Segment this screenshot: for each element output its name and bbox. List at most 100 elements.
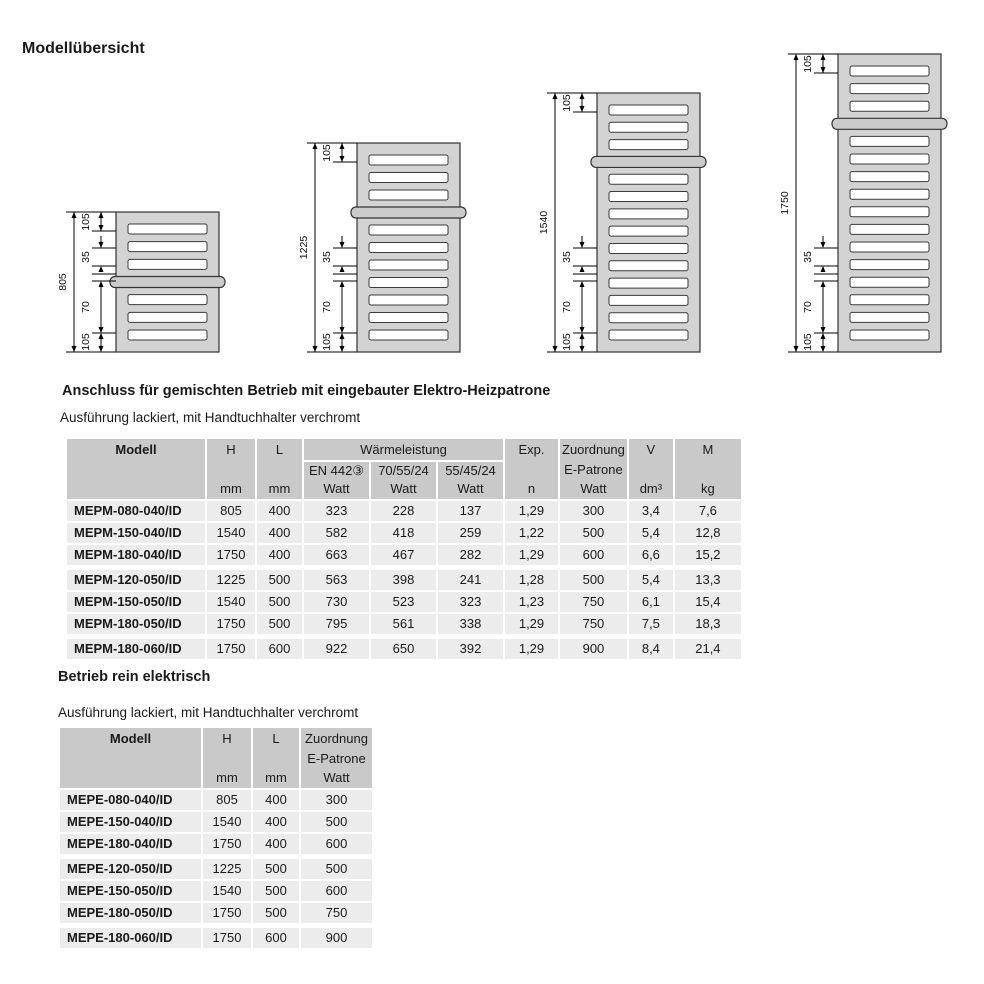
header-label: V (646, 442, 656, 457)
value-cell: 282 (438, 545, 503, 565)
value-cell: 805 (203, 790, 251, 810)
value-cell: 300 (301, 790, 372, 810)
value-cell: 1225 (207, 567, 255, 590)
table-row: MEPM-080-040/ID 805 400 323 228 137 1,29 300 3,4… (67, 501, 741, 521)
value-cell: 900 (301, 925, 372, 948)
value-cell: 400 (253, 790, 299, 810)
value-cell: 750 (560, 592, 627, 612)
towel-bar (831, 117, 948, 130)
dimension-label: 35 (802, 251, 814, 263)
value-cell: 398 (371, 567, 436, 590)
table-row: MEPE-180-050/ID 1750 500 750 (60, 903, 372, 923)
table-row: MEPM-180-040/ID 1750 400 663 467 282 1,29 600 6,… (67, 545, 741, 565)
radiator-diagram-1750: 1750 105 35 70 105 (779, 53, 948, 353)
value-cell: 137 (438, 501, 503, 521)
header-label: L (275, 442, 284, 457)
radiator-slat (849, 329, 930, 341)
value-cell: 1750 (207, 545, 255, 565)
header-unit: Watt (580, 481, 607, 496)
col-header-modell: Modell (67, 439, 205, 499)
radiator-slat (608, 242, 689, 254)
radiator-slat (608, 260, 689, 272)
value-cell: 400 (253, 834, 299, 854)
radiator-slat (608, 294, 689, 306)
value-cell: 663 (304, 545, 369, 565)
dimension-label: 70 (321, 301, 333, 313)
model-cell: MEPE-120-050/ID (60, 856, 201, 879)
radiator-slat (849, 241, 930, 253)
value-cell: 1750 (203, 903, 251, 923)
value-cell: 500 (560, 523, 627, 543)
radiator-slat (849, 171, 930, 183)
model-cell: MEPE-180-050/ID (60, 903, 201, 923)
value-cell: 7,5 (628, 614, 673, 634)
value-cell: 600 (301, 834, 372, 854)
value-cell: 750 (301, 903, 372, 923)
value-cell: 6,1 (628, 592, 673, 612)
value-cell: 900 (560, 636, 627, 659)
value-cell: 12,8 (674, 523, 741, 543)
dimension-label: 70 (80, 301, 92, 313)
radiator-slat (849, 223, 930, 235)
col-header-zuordnung: Zuordnung E-Patrone Watt (301, 728, 372, 788)
value-cell: 500 (560, 567, 627, 590)
value-cell: 1750 (203, 925, 251, 948)
dimension-label: 805 (57, 273, 69, 291)
value-cell: 500 (257, 614, 302, 634)
header-unit: mm (265, 770, 287, 785)
radiator-slat (368, 259, 449, 271)
header-label: H (222, 731, 232, 746)
header-label: Wärmeleistung (304, 439, 503, 460)
dimension-label: 105 (80, 213, 92, 231)
radiator-slat (608, 208, 689, 220)
radiator-slat (608, 121, 689, 133)
radiator-body (837, 53, 942, 353)
value-cell: 15,4 (674, 592, 741, 612)
radiator-slat (368, 329, 449, 341)
value-cell: 21,4 (674, 636, 741, 659)
towel-bar (109, 275, 226, 289)
value-cell: 1,29 (505, 501, 558, 521)
radiator-slat (849, 294, 930, 306)
value-cell: 500 (301, 812, 372, 832)
value-cell: 600 (560, 545, 627, 565)
header-label: Exp. (518, 442, 545, 457)
header-label: E-Patrone (307, 750, 366, 766)
header-label: Modell (115, 442, 157, 457)
electric-table-body: MEPE-080-040/ID 805 400 300 MEPE-150-040/ID 1… (60, 790, 372, 948)
towel-bar (590, 155, 707, 169)
value-cell: 805 (207, 501, 255, 521)
value-cell: 5,4 (628, 567, 673, 590)
value-cell: 500 (253, 856, 299, 879)
dimension-label: 35 (561, 251, 573, 263)
value-cell: 338 (438, 614, 503, 634)
table-row: MEPM-150-050/ID 1540 500 730 523 323 1,23 750 6,… (67, 592, 741, 612)
value-cell: 500 (301, 856, 372, 879)
model-cell: MEPM-180-060/ID (67, 636, 205, 659)
value-cell: 400 (257, 501, 302, 521)
radiator-diagrams: 805 105 35 70 105 1225 105 35 70 105 1540 105 35 70 10… (57, 53, 948, 353)
value-cell: 1540 (207, 523, 255, 543)
header-label: Zuordnung (562, 442, 625, 457)
value-cell: 795 (304, 614, 369, 634)
radiator-slat (127, 223, 208, 235)
dimension-label: 70 (561, 301, 573, 313)
col-header-705524: 70/55/24 Watt (371, 462, 436, 499)
radiator-slat (127, 294, 208, 306)
section-heading-mixed: Anschluss für gemischten Betrieb mit ein… (62, 383, 551, 399)
table-row: MEPM-120-050/ID 1225 500 563 398 241 1,28 500 5,… (67, 567, 741, 590)
value-cell: 1,29 (505, 636, 558, 659)
value-cell: 467 (371, 545, 436, 565)
header-label: E-Patrone (564, 461, 623, 477)
value-cell: 18,3 (674, 614, 741, 634)
col-header-en442: EN 442③ Watt (304, 462, 369, 499)
radiator-slat (368, 189, 449, 201)
value-cell: 650 (371, 636, 436, 659)
dimension-label: 35 (321, 251, 333, 263)
